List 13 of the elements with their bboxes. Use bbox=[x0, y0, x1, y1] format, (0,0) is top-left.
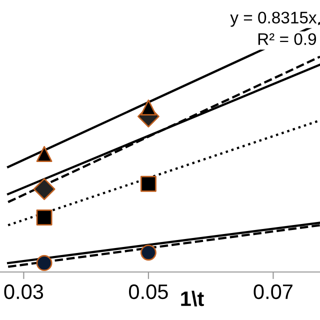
x-axis-title: 1\t bbox=[181, 290, 204, 306]
point bbox=[36, 255, 52, 272]
x-tick-label: 0.07 bbox=[254, 284, 292, 300]
annotation: R² = 0.9 bbox=[258, 33, 316, 46]
annotation: y = 0.8315x bbox=[230, 12, 317, 27]
point bbox=[36, 210, 52, 226]
point bbox=[140, 100, 156, 116]
x-tick-label: 0.03 bbox=[4, 284, 44, 300]
x-tick-label: 0.05 bbox=[129, 284, 168, 300]
point bbox=[140, 176, 156, 192]
point bbox=[36, 146, 52, 162]
point bbox=[33, 178, 56, 200]
point bbox=[140, 244, 156, 261]
